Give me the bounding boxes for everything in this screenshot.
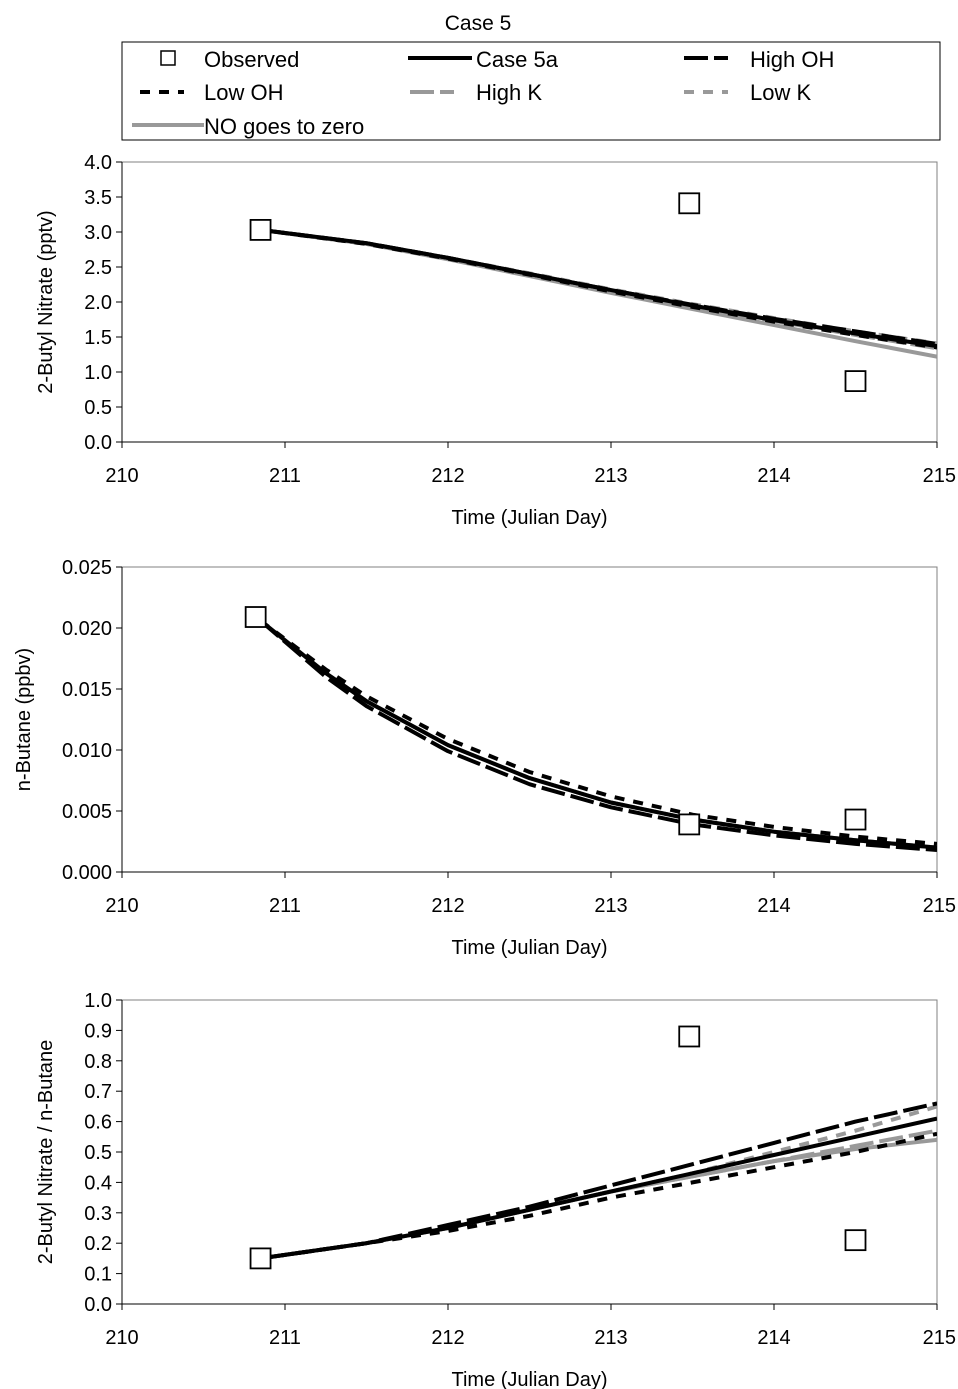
x-tick-label: 215 (923, 465, 956, 487)
x-tick-label: 211 (269, 1327, 301, 1349)
x-tick-label: 210 (105, 465, 138, 487)
y-tick-label: 0.8 (84, 1051, 112, 1073)
y-tick-label: 0.2 (84, 1233, 112, 1255)
x-tick-label: 213 (594, 1327, 627, 1349)
y-tick-label: 0.5 (84, 397, 112, 419)
y-tick-label: 0.020 (62, 618, 112, 640)
series-group (259, 619, 937, 852)
series-line-lowK (259, 619, 937, 850)
y-tick-label: 0.9 (84, 1020, 112, 1042)
series-line-highOH (259, 619, 937, 852)
y-tick-label: 0.1 (84, 1264, 112, 1286)
panel-ratio: 0.0 0.1 0.2 0.3 0.4 0.5 0.6 0.7 0.8 0.9 1.0 210 211 2… (35, 990, 956, 1389)
chart-title: Case 5 (445, 12, 512, 35)
series-line-nozero (259, 619, 937, 850)
y-tick-label: 0.7 (84, 1081, 112, 1103)
series-line-lowK (260, 1104, 937, 1261)
observed-point (249, 1247, 272, 1270)
panel-n-butane: 0.000 0.005 0.010 0.015 0.020 0.025 210 211 212 2… (13, 557, 956, 959)
legend-label-observed: Observed (204, 47, 299, 72)
y-tick-label: 0.005 (62, 801, 112, 823)
observed-point (678, 813, 701, 836)
series-line-highK (259, 619, 937, 850)
series-line-case5a (259, 619, 937, 850)
y-tick-label: 0.025 (62, 557, 112, 579)
observed-point (249, 218, 272, 241)
y-tick-label: 1.5 (84, 327, 112, 349)
y-tick-label: 0.0 (84, 432, 112, 454)
legend-marker-observed (160, 50, 176, 66)
y-tick-label: 0.3 (84, 1203, 112, 1225)
y-axis-title: 2-Butyl Nitrate (pptv) (35, 210, 57, 393)
x-tick-label: 212 (431, 895, 464, 917)
legend-label-high-k: High K (476, 80, 542, 105)
y-axis-title: n-Butane (ppbv) (13, 648, 35, 791)
observed-point (844, 1229, 867, 1252)
x-tick-label: 210 (105, 895, 138, 917)
y-tick-label: 3.5 (84, 187, 112, 209)
y-tick-label: 1.0 (84, 362, 112, 384)
series-line-highOH (260, 1101, 937, 1261)
series-line-nozero (260, 227, 937, 359)
observed-point (244, 606, 267, 628)
x-tick-label: 212 (431, 465, 464, 487)
x-tick-label: 213 (594, 895, 627, 917)
x-tick-label: 211 (269, 895, 301, 917)
legend-label-high-oh: High OH (750, 47, 834, 72)
series-line-case5a (260, 1116, 937, 1261)
x-tick-label: 212 (431, 1327, 464, 1349)
y-tick-label: 2.5 (84, 257, 112, 279)
legend-label-no-goes-to-zero: NO goes to zero (204, 114, 364, 139)
x-tick-label: 214 (757, 465, 790, 487)
series-line-case5a (260, 227, 937, 349)
y-tick-label: 3.0 (84, 222, 112, 244)
y-tick-label: 0.4 (84, 1172, 112, 1194)
x-axis-title: Time (Julian Day) (452, 937, 608, 959)
y-tick-label: 0.010 (62, 740, 112, 762)
observed-point (844, 370, 867, 393)
plot-area-border (121, 566, 938, 873)
x-axis-title: Time (Julian Day) (452, 507, 608, 529)
plot-area-border (121, 999, 938, 1305)
legend-label-low-k: Low K (750, 80, 811, 105)
y-tick-label: 0.5 (84, 1142, 112, 1164)
y-tick-label: 0.000 (62, 862, 112, 884)
legend-label-low-oh: Low OH (204, 80, 283, 105)
x-tick-label: 214 (757, 895, 790, 917)
series-group (260, 227, 937, 359)
x-tick-label: 210 (105, 1327, 138, 1349)
legend-label-case5a: Case 5a (476, 47, 559, 72)
y-tick-label: 0.0 (84, 1294, 112, 1316)
observed-point (678, 192, 701, 215)
x-tick-label: 211 (269, 465, 301, 487)
series-line-lowOH (259, 619, 937, 846)
x-tick-label: 215 (923, 1327, 956, 1349)
observed-point (844, 808, 867, 831)
y-tick-label: 0.6 (84, 1112, 112, 1134)
legend: Observed Case 5a High OH Low OH High K L… (121, 41, 941, 141)
y-tick-label: 4.0 (84, 152, 112, 174)
y-axis-title: 2-Butyl Nitrate / n-Butane (35, 1040, 57, 1265)
y-tick-label: 1.0 (84, 990, 112, 1012)
x-tick-label: 215 (923, 895, 956, 917)
series-group (260, 1101, 937, 1261)
y-tick-label: 0.015 (62, 679, 112, 701)
legend-box (121, 41, 941, 141)
y-tick-label: 2.0 (84, 292, 112, 314)
plot-area-border (121, 161, 938, 443)
observed-point (678, 1025, 701, 1048)
x-tick-label: 214 (757, 1327, 790, 1349)
panel-2-butyl-nitrate: 0.0 0.5 1.0 1.5 2.0 2.5 3.0 3.5 4.0 210 211 212 213 2… (35, 152, 956, 529)
x-axis-title: Time (Julian Day) (452, 1369, 608, 1389)
x-tick-label: 213 (594, 465, 627, 487)
